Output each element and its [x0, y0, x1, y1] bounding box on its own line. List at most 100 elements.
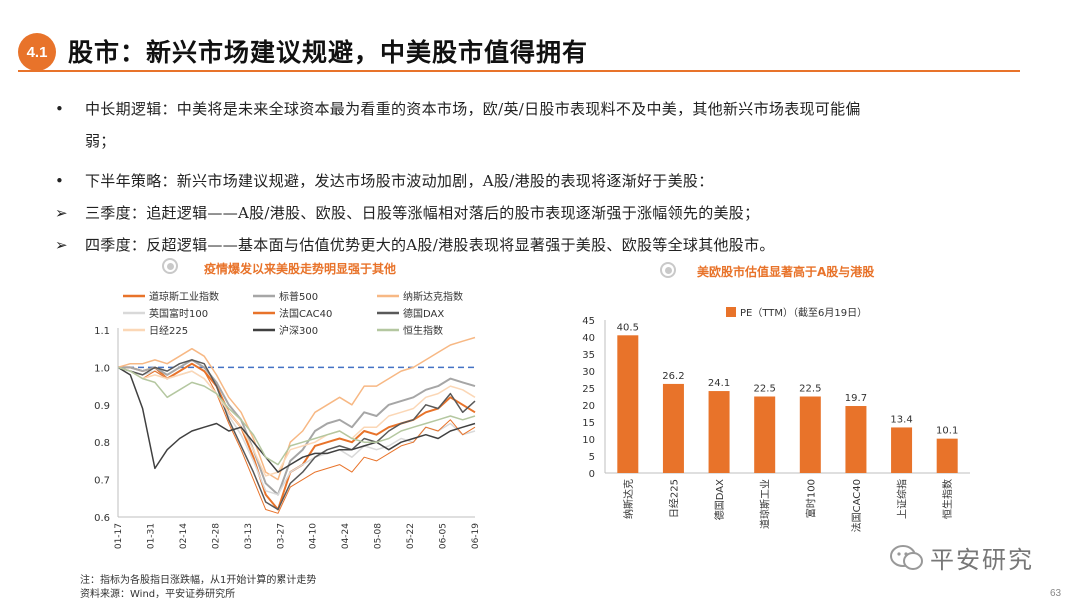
- bar-value-label: 40.5: [617, 322, 639, 333]
- bar: [799, 396, 821, 473]
- legend-label: 法国CAC40: [279, 307, 332, 320]
- y-tick-label: 1.1: [94, 326, 110, 337]
- x-tick-label: 02-28: [211, 523, 221, 549]
- x-tick-label: 05-08: [374, 523, 384, 549]
- bullet-q3: ➢ 三季度：追赶逻辑——A股/港股、欧股、日股等涨幅相对落后的股市表现逐渐强于涨幅…: [55, 202, 759, 223]
- series-line: [118, 358, 476, 496]
- series-line: [117, 363, 476, 514]
- x-tick-label: 04-10: [309, 523, 319, 549]
- x-tick-label: 05-22: [406, 523, 416, 549]
- bullet-text: 弱；: [85, 132, 116, 150]
- bar: [708, 391, 730, 473]
- bar-value-label: 22.5: [799, 384, 821, 395]
- bullet-second-half-strategy: • 下半年策略：新兴市场建议规避，发达市场股市波动加剧，A股/港股的表现将逐渐好于…: [55, 170, 714, 191]
- chart-note: 注：指标为各股指日涨跌幅，从1开始计算的累计走势: [80, 575, 317, 586]
- legend-label: 德国DAX: [403, 307, 444, 320]
- page-title: 股市：新兴市场建议规避，中美股市值得拥有: [68, 38, 589, 67]
- bullet-text: 四季度：反超逻辑——基本面与估值优势更大的A股/港股表现将显著强于美股、欧股等全…: [85, 236, 775, 254]
- y-tick-label: 10: [582, 435, 595, 446]
- y-tick-label: 30: [582, 367, 595, 378]
- legend-label: 道琼斯工业指数: [149, 290, 219, 303]
- series-line: [117, 366, 476, 473]
- y-tick-label: 45: [582, 316, 595, 327]
- legend-label: 英国富时100: [149, 307, 208, 320]
- y-tick-label: 0: [589, 469, 595, 480]
- x-tick-label: 01-31: [146, 523, 156, 549]
- category-label: 富时100: [804, 479, 817, 518]
- target-icon: [162, 258, 178, 274]
- page-number: 63: [1050, 588, 1062, 599]
- bar-value-label: 13.4: [890, 414, 912, 425]
- category-label: 日经225: [667, 479, 680, 518]
- bullet-dot-icon: •: [55, 100, 65, 118]
- bullet-q4: ➢ 四季度：反超逻辑——基本面与估值优势更大的A股/港股表现将显著强于美股、欧股等…: [55, 234, 775, 255]
- brand-watermark: 平安研究: [890, 540, 1034, 575]
- bar: [617, 335, 639, 473]
- y-tick-label: 0.6: [94, 513, 110, 524]
- series-line: [117, 366, 476, 466]
- bullet-text: 三季度：追赶逻辑——A股/港股、欧股、日股等涨幅相对落后的股市表现逐渐强于涨幅领…: [85, 204, 760, 222]
- y-tick-label: 40: [582, 333, 595, 344]
- series-line: [117, 359, 476, 511]
- series-line: [117, 366, 476, 477]
- bar: [891, 427, 913, 473]
- data-source: 资料来源：Wind，平安证券研究所: [80, 589, 236, 600]
- legend-label: 恒生指数: [403, 324, 443, 337]
- left-chart-title: 疫情爆发以来美股走势明显强于其他: [204, 262, 397, 276]
- legend-label: 沪深300: [279, 324, 318, 337]
- series-line: [117, 336, 476, 481]
- category-label: 法国CAC40: [850, 479, 863, 532]
- category-label: 上证综指: [896, 479, 909, 519]
- bar: [845, 406, 867, 473]
- bar-value-label: 24.1: [708, 378, 730, 389]
- category-label: 道琼斯工业: [759, 479, 772, 529]
- watermark-text: 平安研究: [930, 546, 1034, 574]
- bar: [936, 438, 958, 473]
- bullet-long-term: • 中长期逻辑：中美将是未来全球资本最为看重的资本市场，欧/英/日股市表现料不及中…: [55, 98, 861, 119]
- y-tick-label: 0.8: [94, 438, 110, 449]
- y-tick-label: 20: [582, 401, 595, 412]
- bar-chart: PE（TTM）（截至6月19日） 45 40 35 30 25 20 15 10 5 0 40.5…: [582, 306, 970, 532]
- bar-legend-swatch: [726, 307, 736, 317]
- y-tick-label: 35: [582, 350, 595, 361]
- bar-value-label: 19.7: [845, 393, 867, 404]
- bar-value-label: 10.1: [936, 426, 958, 437]
- x-tick-label: 06-19: [471, 523, 481, 549]
- bullet-text: 下半年策略：新兴市场建议规避，发达市场股市波动加剧，A股/港股的表现将逐渐好于美…: [85, 172, 714, 190]
- legend-label: 标普500: [279, 290, 318, 303]
- wechat-icon: [890, 544, 923, 570]
- x-tick-label: 02-14: [179, 523, 189, 549]
- series-line: [117, 366, 476, 496]
- y-tick-label: 5: [589, 452, 595, 463]
- target-icon: [660, 262, 676, 278]
- x-tick-label: 04-24: [341, 523, 351, 549]
- section-number-badge: 4.1: [18, 33, 56, 71]
- x-tick-label: 03-13: [244, 523, 254, 549]
- y-tick-label: 0.7: [94, 476, 110, 487]
- category-label: 纳斯达克: [622, 479, 635, 519]
- bullet-dot-icon: •: [55, 172, 65, 190]
- arrow-bullet-icon: ➢: [55, 236, 68, 254]
- x-tick-label: 01-17: [114, 523, 124, 549]
- y-tick-label: 25: [582, 384, 595, 395]
- bar: [754, 396, 776, 473]
- bar-value-label: 22.5: [754, 384, 776, 395]
- bar-legend-label: PE（TTM）（截至6月19日）: [740, 306, 867, 319]
- bullet-text: 中长期逻辑：中美将是未来全球资本最为看重的资本市场，欧/英/日股市表现料不及中美…: [85, 100, 861, 118]
- category-label: 德国DAX: [713, 479, 726, 520]
- legend-label: 纳斯达克指数: [403, 290, 463, 303]
- bullet-long-term-continued: 弱；: [55, 130, 116, 151]
- x-tick-label: 03-27: [276, 523, 286, 549]
- y-tick-label: 1.0: [94, 363, 110, 374]
- right-chart-title: 美欧股市估值显著高于A股与港股: [697, 265, 875, 279]
- y-tick-label: 15: [582, 418, 595, 429]
- bar-value-label: 26.2: [662, 371, 684, 382]
- x-tick-label: 06-05: [439, 523, 449, 549]
- title-divider: [18, 70, 1020, 72]
- bar: [662, 383, 684, 473]
- legend-label: 日经225: [149, 324, 188, 337]
- y-tick-label: 0.9: [94, 401, 110, 412]
- category-label: 恒生指数: [941, 479, 954, 519]
